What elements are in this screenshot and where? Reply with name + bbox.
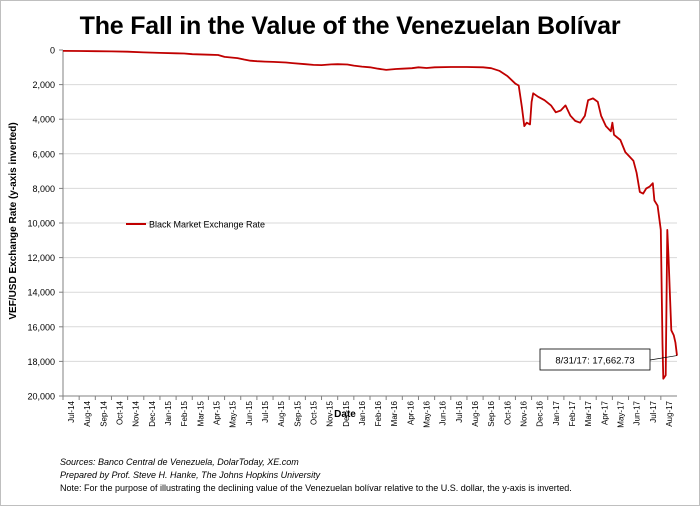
x-tick-label: Jan-15	[164, 400, 173, 425]
x-tick-label: Sep-15	[293, 400, 302, 426]
y-tick-label: 16,000	[27, 322, 55, 332]
x-tick-label: Jul-17	[649, 400, 658, 422]
annotation-box	[539, 348, 651, 371]
x-tick-label: Apr-15	[213, 400, 222, 425]
prepared-by-note: Prepared by Prof. Steve H. Hanke, The Jo…	[60, 470, 321, 480]
y-tick-label: 2,000	[32, 80, 55, 90]
x-tick-label: May-16	[423, 400, 432, 427]
x-tick-label: Jan-17	[552, 400, 561, 425]
chart-title: The Fall in the Value of the Venezuelan …	[79, 12, 621, 40]
series-line	[62, 50, 678, 380]
x-tick-label: Sep-14	[99, 400, 108, 426]
x-tick-label: May-17	[616, 400, 625, 427]
annotation-label: 8/31/17: 17,662.73	[555, 356, 634, 367]
value-annotation: 8/31/17: 17,662.73	[539, 348, 678, 371]
x-tick-label: Aug-15	[277, 400, 286, 426]
y-axis-title: VEF/USD Exchange Rate (y-axis inverted)	[8, 122, 19, 319]
x-tick-label: May-15	[229, 400, 238, 427]
legend: Black Market Exchange Rate	[126, 220, 265, 230]
x-tick-label: Jun-17	[633, 400, 642, 425]
x-tick-label: Mar-17	[584, 400, 593, 426]
y-tick-label: 20,000	[27, 392, 55, 402]
x-tick-label: Jul-14	[67, 400, 76, 422]
x-tick-label: Feb-17	[568, 400, 577, 426]
x-tick-label: Jun-16	[439, 400, 448, 425]
x-tick-label: Jul-15	[261, 400, 270, 422]
x-tick-label: Jun-15	[245, 400, 254, 425]
footnotes: Sources: Banco Central de Venezuela, Dol…	[60, 456, 700, 495]
x-tick-label: Dec-14	[148, 400, 157, 426]
x-tick-label: Sep-16	[487, 400, 496, 426]
x-tick-label: Nov-14	[132, 400, 141, 426]
x-tick-label: Dec-15	[342, 400, 351, 426]
x-tick-label: Nov-16	[520, 400, 529, 426]
x-tick-label: Mar-15	[196, 400, 205, 426]
x-tick-label: Feb-15	[180, 400, 189, 426]
x-tick-label: Apr-17	[600, 400, 609, 425]
y-tick-label: 10,000	[27, 219, 55, 229]
x-axis-title: Date	[334, 409, 356, 420]
x-tick-label: Feb-16	[374, 400, 383, 426]
y-axis-ticks: 0 2,000 4,000 6,000 8,000 10,000 12,000 14,000 1…	[27, 46, 63, 402]
x-tick-label: Nov-15	[326, 400, 335, 426]
y-tick-label: 0	[50, 46, 55, 56]
x-tick-label: Mar-16	[390, 400, 399, 426]
legend-label: Black Market Exchange Rate	[149, 220, 265, 230]
y-tick-label: 8,000	[32, 184, 55, 194]
x-tick-label: Aug-17	[665, 400, 674, 426]
x-tick-label: Aug-14	[83, 400, 92, 426]
x-tick-label: Jan-16	[358, 400, 367, 425]
x-axis-ticks: Jul-14 Aug-14 Sep-14 Oct-14 Nov-14 Dec-14 Jan-…	[62, 396, 674, 428]
axis-inverted-note: Note: For the purpose of illustrating th…	[60, 483, 572, 493]
x-tick-label: Aug-16	[471, 400, 480, 426]
x-tick-label: Jul-16	[455, 400, 464, 422]
annotation-leader	[649, 355, 678, 361]
series-group	[62, 50, 678, 380]
x-tick-label: Apr-16	[406, 400, 415, 425]
x-tick-label: Oct-16	[503, 400, 512, 425]
x-tick-label: Oct-15	[309, 400, 318, 425]
sources-note: Sources: Banco Central de Venezuela, Dol…	[60, 457, 299, 467]
x-tick-label: Dec-16	[536, 400, 545, 426]
y-tick-label: 14,000	[27, 288, 55, 298]
y-tick-label: 12,000	[27, 253, 55, 263]
y-tick-label: 6,000	[32, 149, 55, 159]
y-tick-label: 18,000	[27, 357, 55, 367]
y-tick-label: 4,000	[32, 115, 55, 125]
x-tick-label: Oct-14	[116, 400, 125, 425]
